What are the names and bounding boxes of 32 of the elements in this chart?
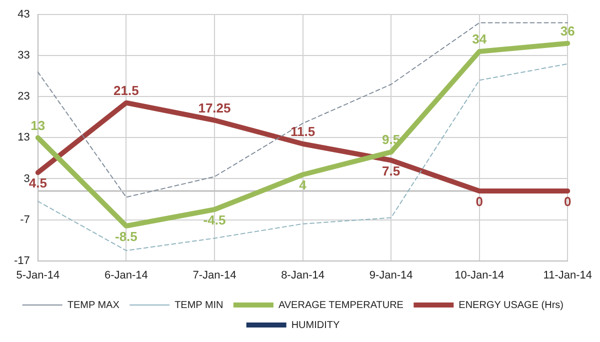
y-tick-label: 43 (18, 8, 30, 21)
y-tick-label: 3 (24, 172, 30, 185)
data-label: 7.5 (382, 163, 400, 178)
data-label: -8.5 (114, 229, 138, 244)
data-label: 21.5 (114, 82, 139, 98)
data-label: 17.25 (198, 100, 231, 116)
y-tick-label: 23 (18, 90, 30, 103)
data-label: 4 (299, 178, 308, 193)
data-label: 0 (564, 194, 572, 210)
data-label: 13 (30, 118, 46, 133)
data-label: -4.5 (203, 212, 226, 228)
x-tick-label: 6-Jan-14 (104, 269, 148, 282)
x-tick-label: 10-Jan-14 (454, 269, 504, 282)
legend-label: ENERGY USAGE (Hrs) (458, 300, 564, 311)
data-label: 34 (472, 32, 488, 47)
data-label: 4.5 (28, 176, 47, 191)
x-tick-label: 7-Jan-14 (192, 269, 236, 282)
x-tick-label: 5-Jan-14 (16, 269, 60, 282)
legend-label: TEMP MAX (67, 300, 120, 311)
x-tick-label: 9-Jan-14 (369, 269, 413, 282)
y-tick-label: 33 (18, 50, 30, 62)
data-label: 36 (560, 23, 575, 38)
legend-label: AVERAGE TEMPERATURE (278, 300, 404, 311)
data-label: 0 (476, 194, 483, 210)
y-tick-label: -17 (14, 254, 30, 267)
x-tick-label: 8-Jan-14 (281, 269, 324, 282)
data-label: 11.5 (290, 124, 316, 139)
legend-label: HUMIDITY (291, 320, 340, 331)
x-tick-label: 11-Jan-14 (543, 269, 592, 282)
y-tick-label: -7 (20, 214, 30, 226)
y-tick-label: 13 (18, 132, 30, 144)
legend-label: TEMP MIN (174, 300, 224, 311)
